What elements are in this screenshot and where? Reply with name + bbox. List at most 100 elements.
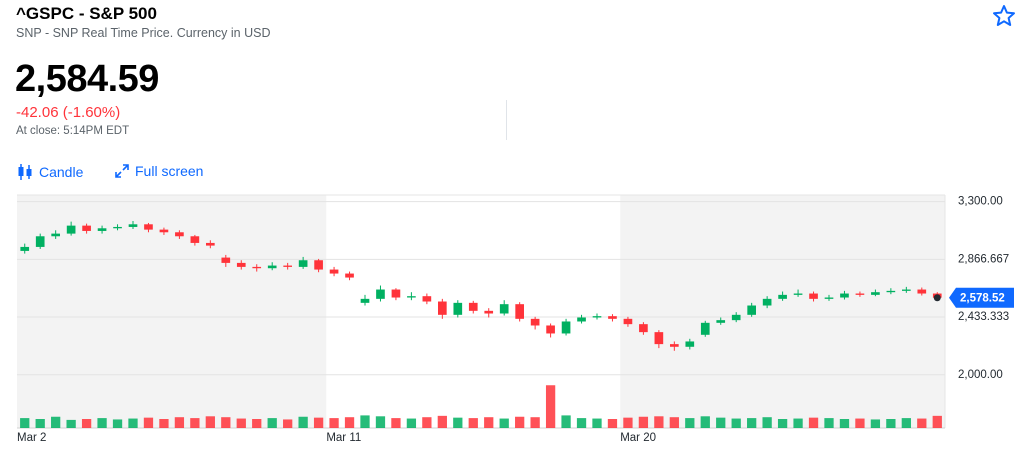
- candle-body: [855, 293, 865, 295]
- candle-body: [778, 294, 787, 299]
- candle-body: [886, 290, 896, 293]
- candle-body: [113, 226, 122, 229]
- candle-body: [639, 324, 648, 333]
- volume-bar: [143, 417, 154, 428]
- volume-bar: [468, 418, 478, 428]
- candle-body: [128, 224, 138, 227]
- volume-bar: [391, 418, 401, 428]
- full-screen-button[interactable]: Full screen: [115, 163, 203, 179]
- volume-bar: [901, 418, 911, 428]
- candle-body: [190, 236, 200, 243]
- candle-body: [267, 265, 277, 269]
- volume-bar: [576, 418, 587, 428]
- volume-bar: [375, 416, 386, 428]
- candle-body: [592, 316, 602, 318]
- candle-body: [20, 246, 30, 251]
- last-price-label: 2,578.52: [960, 293, 1005, 305]
- price: 2,584.59: [15, 58, 159, 100]
- x-tick-label: Mar 2: [17, 432, 46, 444]
- candle-body: [546, 325, 555, 334]
- candle-body: [236, 262, 246, 267]
- volume-bar: [51, 416, 61, 428]
- candle-body: [438, 301, 447, 315]
- candle-body: [499, 304, 509, 314]
- volume-bar: [545, 385, 556, 428]
- candle-body: [840, 293, 849, 298]
- y-tick-label: 3,300.00: [958, 196, 1003, 208]
- volume-bar: [484, 417, 494, 428]
- candle-body: [221, 257, 231, 263]
- volume-bar: [97, 418, 107, 428]
- volume-bar: [437, 415, 447, 428]
- candle-body: [175, 232, 184, 237]
- volume-bar: [839, 419, 850, 428]
- candle-body: [809, 293, 818, 299]
- close-time: At close: 5:14PM EDT: [16, 125, 130, 137]
- candle-label: Candle: [39, 164, 84, 180]
- candle-body: [159, 229, 169, 233]
- watchlist-star[interactable]: [992, 4, 1016, 28]
- candle-body: [871, 292, 880, 295]
- volume-bar: [406, 418, 417, 428]
- title: ^GSPC - S&P 500: [16, 4, 157, 23]
- candle-body: [747, 305, 756, 315]
- candle-body: [917, 289, 927, 294]
- candle-body: [360, 298, 370, 303]
- volume-bar: [747, 418, 757, 428]
- candle-body: [608, 316, 617, 319]
- session-band: [620, 195, 945, 428]
- volume-bar: [917, 418, 927, 428]
- candle-body: [453, 302, 463, 315]
- volume-bar: [112, 419, 123, 428]
- candle-body: [329, 269, 339, 274]
- y-tick-label: 2,000.00: [958, 369, 1003, 381]
- candle-body: [51, 233, 60, 237]
- last-price-dot: [933, 294, 941, 302]
- candle-icon: [18, 164, 32, 180]
- candle-body: [82, 225, 91, 231]
- volume-bar: [360, 415, 370, 428]
- volume-bar: [190, 418, 200, 428]
- volume-bar: [453, 417, 463, 428]
- candle-body: [762, 298, 772, 306]
- volume-bar: [81, 419, 92, 428]
- candle-body: [793, 293, 803, 295]
- candle-body: [561, 321, 571, 334]
- volume-bar: [298, 416, 308, 428]
- candle-body: [484, 310, 494, 314]
- volume-bar: [267, 418, 277, 428]
- candle-body: [670, 344, 679, 347]
- volume-bar: [607, 419, 618, 428]
- candle-body: [716, 320, 726, 323]
- volume-bar: [808, 417, 819, 428]
- volume-bar: [870, 419, 881, 428]
- price-change: -42.06 (-1.60%): [16, 104, 121, 121]
- x-tick-label: Mar 20: [620, 432, 656, 444]
- volume-bar: [824, 418, 834, 428]
- volume-bar: [932, 415, 942, 428]
- candle-body: [144, 224, 153, 230]
- volume-bar: [313, 417, 324, 428]
- candle-body: [685, 341, 695, 347]
- volume-bar: [283, 419, 293, 428]
- candle-body: [376, 289, 385, 299]
- candle-body: [902, 289, 911, 291]
- volume-bar: [716, 417, 726, 428]
- volume-bar: [777, 419, 788, 428]
- candle-body: [577, 317, 586, 322]
- volume-bar: [855, 418, 865, 428]
- volume-bar: [499, 418, 509, 428]
- candle-body: [530, 318, 540, 326]
- full-screen-label: Full screen: [135, 163, 204, 179]
- y-tick-label: 2,866.667: [958, 253, 1009, 265]
- candle-body: [515, 304, 524, 319]
- candle-button[interactable]: Candle: [17, 163, 83, 181]
- divider: [506, 100, 507, 140]
- volume-bar: [731, 418, 741, 428]
- candle-body: [700, 322, 710, 335]
- volume-bar: [561, 415, 571, 428]
- session-band: [17, 195, 327, 428]
- candle-body: [654, 332, 664, 345]
